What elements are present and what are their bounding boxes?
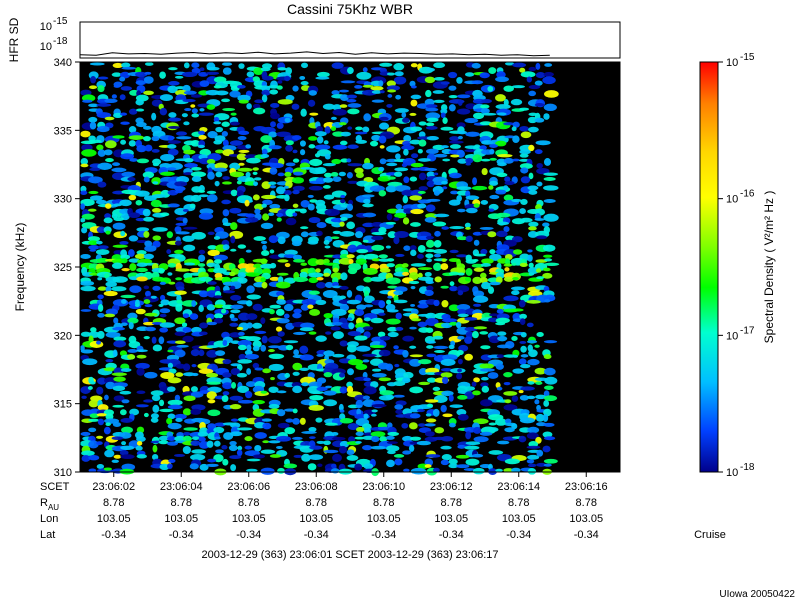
xrow-label-rau: RAU [40, 497, 59, 512]
xrow-value: 103.05 [367, 513, 401, 525]
chart-title: Cassini 75Khz WBR [287, 1, 413, 17]
xrow-label-lon: Lon [40, 513, 58, 525]
cbar-tick: 10 [726, 467, 738, 479]
x-scet: 23:06:04 [160, 481, 203, 493]
x-footer: 2003-12-29 (363) 23:06:01 SCET 2003-12-2… [201, 549, 498, 561]
xrow-value: -0.34 [574, 529, 599, 541]
xrow-label-scet: SCET [40, 481, 70, 493]
hfr-ylabel: HFR SD [7, 17, 21, 62]
xrow-value: -0.34 [304, 529, 329, 541]
xrow-value: 8.78 [576, 497, 597, 509]
xrow-value: 103.05 [97, 513, 131, 525]
cbar-tick: 10 [726, 330, 738, 342]
hfr-ytick-exp: -18 [53, 36, 68, 47]
xrow-label-lat: Lat [40, 529, 55, 541]
x-scet: 23:06:10 [362, 481, 405, 493]
xrow-value: 8.78 [508, 497, 529, 509]
xrow-value: 8.78 [373, 497, 394, 509]
spec-ytick: 320 [54, 330, 72, 342]
xrow-value: 103.05 [299, 513, 333, 525]
spec-ytick: 325 [54, 262, 72, 274]
x-scet: 23:06:02 [92, 481, 135, 493]
xrow-value: 103.05 [434, 513, 468, 525]
phase-label: Cruise [694, 529, 726, 541]
xrow-value: -0.34 [506, 529, 531, 541]
x-scet: 23:06:16 [565, 481, 608, 493]
spec-ytick: 310 [54, 467, 72, 479]
xrow-value: -0.34 [371, 529, 396, 541]
xrow-value: 8.78 [441, 497, 462, 509]
xrow-value: -0.34 [169, 529, 194, 541]
spec-ytick: 335 [54, 125, 72, 137]
x-scet: 23:06:12 [430, 481, 473, 493]
xrow-value: 8.78 [238, 497, 259, 509]
hfr-ytick: 10 [40, 41, 52, 53]
spec-ytick: 315 [54, 399, 72, 411]
xrow-value: 103.05 [164, 513, 198, 525]
credit: UIowa 20050422 [719, 589, 795, 600]
xrow-value: 8.78 [306, 497, 327, 509]
xrow-value: 8.78 [103, 497, 124, 509]
xrow-value: 103.05 [502, 513, 536, 525]
cbar-tick-exp: -17 [740, 325, 755, 336]
x-scet: 23:06:08 [295, 481, 338, 493]
cbar-tick: 10 [726, 194, 738, 206]
spec-ytick: 330 [54, 194, 72, 206]
spec-ytick: 340 [54, 57, 72, 69]
cbar-tick-exp: -18 [740, 462, 755, 473]
hfr-panel-frame [80, 22, 620, 58]
hfr-line [80, 52, 550, 56]
xrow-value: 8.78 [171, 497, 192, 509]
xrow-value: -0.34 [101, 529, 126, 541]
cbar-tick-exp: -16 [740, 189, 755, 200]
cbar-tick: 10 [726, 57, 738, 69]
xrow-value: 103.05 [569, 513, 603, 525]
hfr-ytick: 10 [40, 21, 52, 33]
cbar-tick-exp: -15 [740, 52, 755, 63]
x-scet: 23:06:06 [227, 481, 270, 493]
x-scet: 23:06:14 [497, 481, 540, 493]
xrow-value: -0.34 [236, 529, 261, 541]
hfr-ytick-exp: -15 [53, 16, 68, 27]
colorbar [700, 62, 718, 472]
cbar-label: Spectral Density ( V²/m² Hz ) [762, 191, 776, 344]
spec-ylabel: Frequency (kHz) [13, 223, 27, 312]
xrow-value: 103.05 [232, 513, 266, 525]
xrow-value: -0.34 [439, 529, 464, 541]
